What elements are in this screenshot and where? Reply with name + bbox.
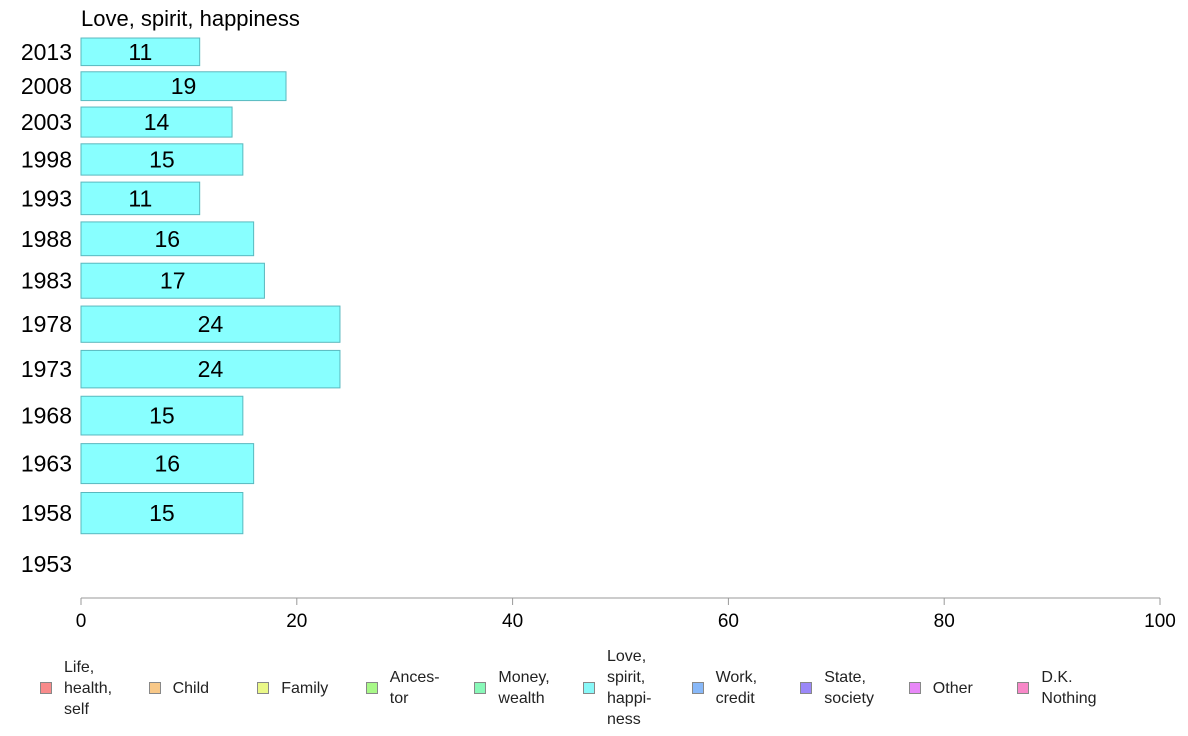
legend-label: Other (932, 679, 973, 697)
legend-item: Ances- tor (365, 640, 440, 736)
bar (80, 395, 244, 436)
bar (80, 181, 201, 216)
legend-label: D.K. Nothing (1041, 669, 1097, 707)
y-tick-label: 1988 (21, 226, 72, 252)
legend-swatch (583, 682, 595, 694)
y-tick-label: 1958 (21, 500, 72, 526)
legend-item: Work, credit (691, 640, 758, 736)
bar-value-label: 24 (198, 311, 224, 337)
legend-swatch (365, 682, 378, 694)
y-tick-label: 1983 (21, 268, 72, 294)
bar-value-label: 15 (149, 500, 175, 526)
legend-item: Family (257, 640, 328, 736)
y-tick-label: 1998 (21, 146, 72, 172)
bar-value-label: 11 (128, 185, 152, 211)
y-tick-label: 1978 (21, 311, 72, 337)
legend-label: Love, spirit, happi- ness (607, 648, 652, 728)
chart-title: Love, spirit, happiness (81, 6, 300, 31)
bar (80, 106, 233, 138)
legend-label: Child (172, 679, 210, 697)
bar-value-label: 14 (144, 109, 170, 135)
legend-label: Money, wealth (498, 669, 550, 707)
x-tick-label: 40 (502, 611, 523, 632)
y-axis-labels: 2013 2008 2003 1998 1993 1988 1983 1978 1973 1968… (21, 39, 72, 577)
legend-swatch (691, 682, 704, 694)
bar (80, 143, 244, 176)
bar (80, 349, 341, 389)
legend-item: D.K. Nothing (1017, 640, 1097, 736)
legend-swatch (40, 682, 52, 694)
legend-item: Other (908, 640, 973, 736)
bar-value-label: 24 (198, 356, 224, 382)
legend-item: Child (148, 640, 210, 736)
legend-label: State, society (824, 669, 874, 707)
x-tick-label: 60 (718, 611, 739, 632)
y-tick-label: 1968 (21, 403, 72, 429)
bar-value-label: 15 (149, 403, 175, 429)
bar-value-label: 17 (160, 268, 186, 294)
legend-swatch (474, 682, 487, 694)
legend-swatch (1017, 682, 1030, 694)
bar-value-label: 11 (128, 39, 152, 65)
x-tick-label: 100 (1144, 611, 1176, 632)
x-tick-label: 20 (286, 611, 307, 632)
bar-value-label: 19 (171, 73, 197, 99)
y-tick-label: 1973 (21, 356, 72, 382)
legend-label: Ances- tor (389, 669, 440, 707)
bar (80, 221, 255, 257)
y-tick-label: 2008 (21, 73, 72, 99)
legend-label: Family (281, 679, 329, 697)
x-axis: 0 20 40 60 80 100 (76, 597, 1176, 632)
x-tick-label: 80 (934, 611, 955, 632)
y-tick-label: 1963 (21, 451, 72, 477)
y-tick-label: 1993 (21, 185, 72, 211)
bar (80, 491, 244, 535)
bar-value-label: 15 (149, 146, 175, 172)
y-tick-label: 1953 (21, 551, 72, 577)
y-tick-label: 2003 (21, 109, 72, 135)
legend-item: Life, health, self (40, 640, 112, 736)
legend-swatch (908, 682, 921, 694)
legend-item: State, society (800, 640, 874, 736)
legend-item: Money, wealth (474, 640, 550, 736)
bar (80, 262, 265, 299)
y-tick-label: 2013 (21, 39, 72, 65)
legend-label: Life, health, self (64, 658, 113, 718)
legend-label: Work, credit (715, 669, 758, 707)
bar (80, 305, 341, 343)
legend-swatch (800, 682, 813, 694)
legend: Life, health, self Child Family Ances- tor M… (0, 640, 1188, 736)
bar (80, 71, 287, 102)
legend-item: Love, spirit, happi- ness (583, 640, 651, 736)
bar (80, 37, 201, 67)
bar-value-label: 16 (155, 451, 181, 477)
legend-swatch (257, 682, 270, 694)
bar-value-label: 16 (155, 226, 181, 252)
bar (80, 443, 255, 485)
x-tick-label: 0 (76, 611, 87, 632)
legend-swatch (148, 682, 161, 694)
